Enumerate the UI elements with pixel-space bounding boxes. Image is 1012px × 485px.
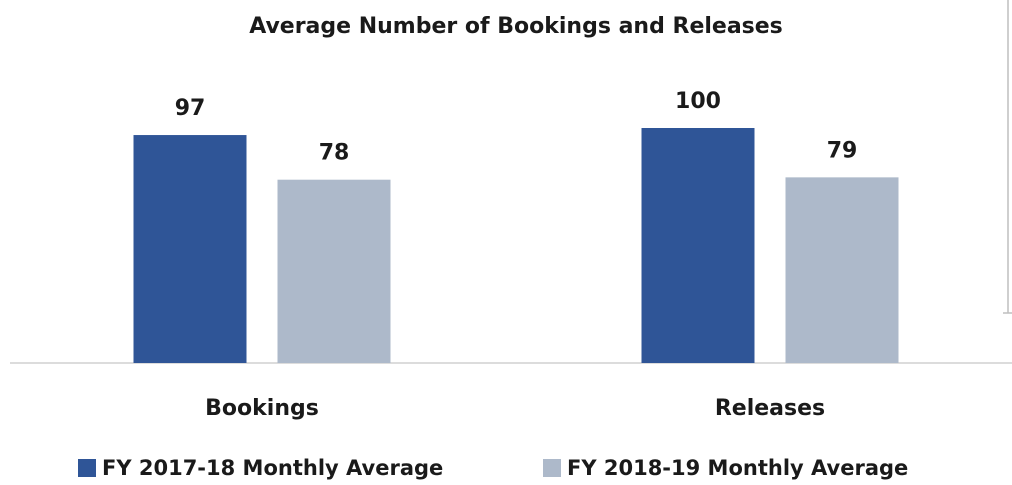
x-tick-label: Bookings — [205, 396, 319, 421]
legend-label: FY 2017-18 Monthly Average — [102, 456, 443, 480]
data-label: 100 — [675, 89, 721, 114]
bar — [641, 128, 755, 363]
data-label: 97 — [175, 96, 206, 121]
legend-label: FY 2018-19 Monthly Average — [567, 456, 908, 480]
legend-swatch — [78, 459, 96, 477]
data-label: 79 — [827, 138, 858, 163]
bar — [277, 179, 391, 363]
x-tick-label: Releases — [715, 396, 825, 421]
chart-title: Average Number of Bookings and Releases — [249, 14, 783, 39]
bar — [785, 177, 899, 363]
data-label: 78 — [319, 141, 350, 166]
legend-swatch — [543, 459, 561, 477]
bar — [133, 135, 247, 363]
